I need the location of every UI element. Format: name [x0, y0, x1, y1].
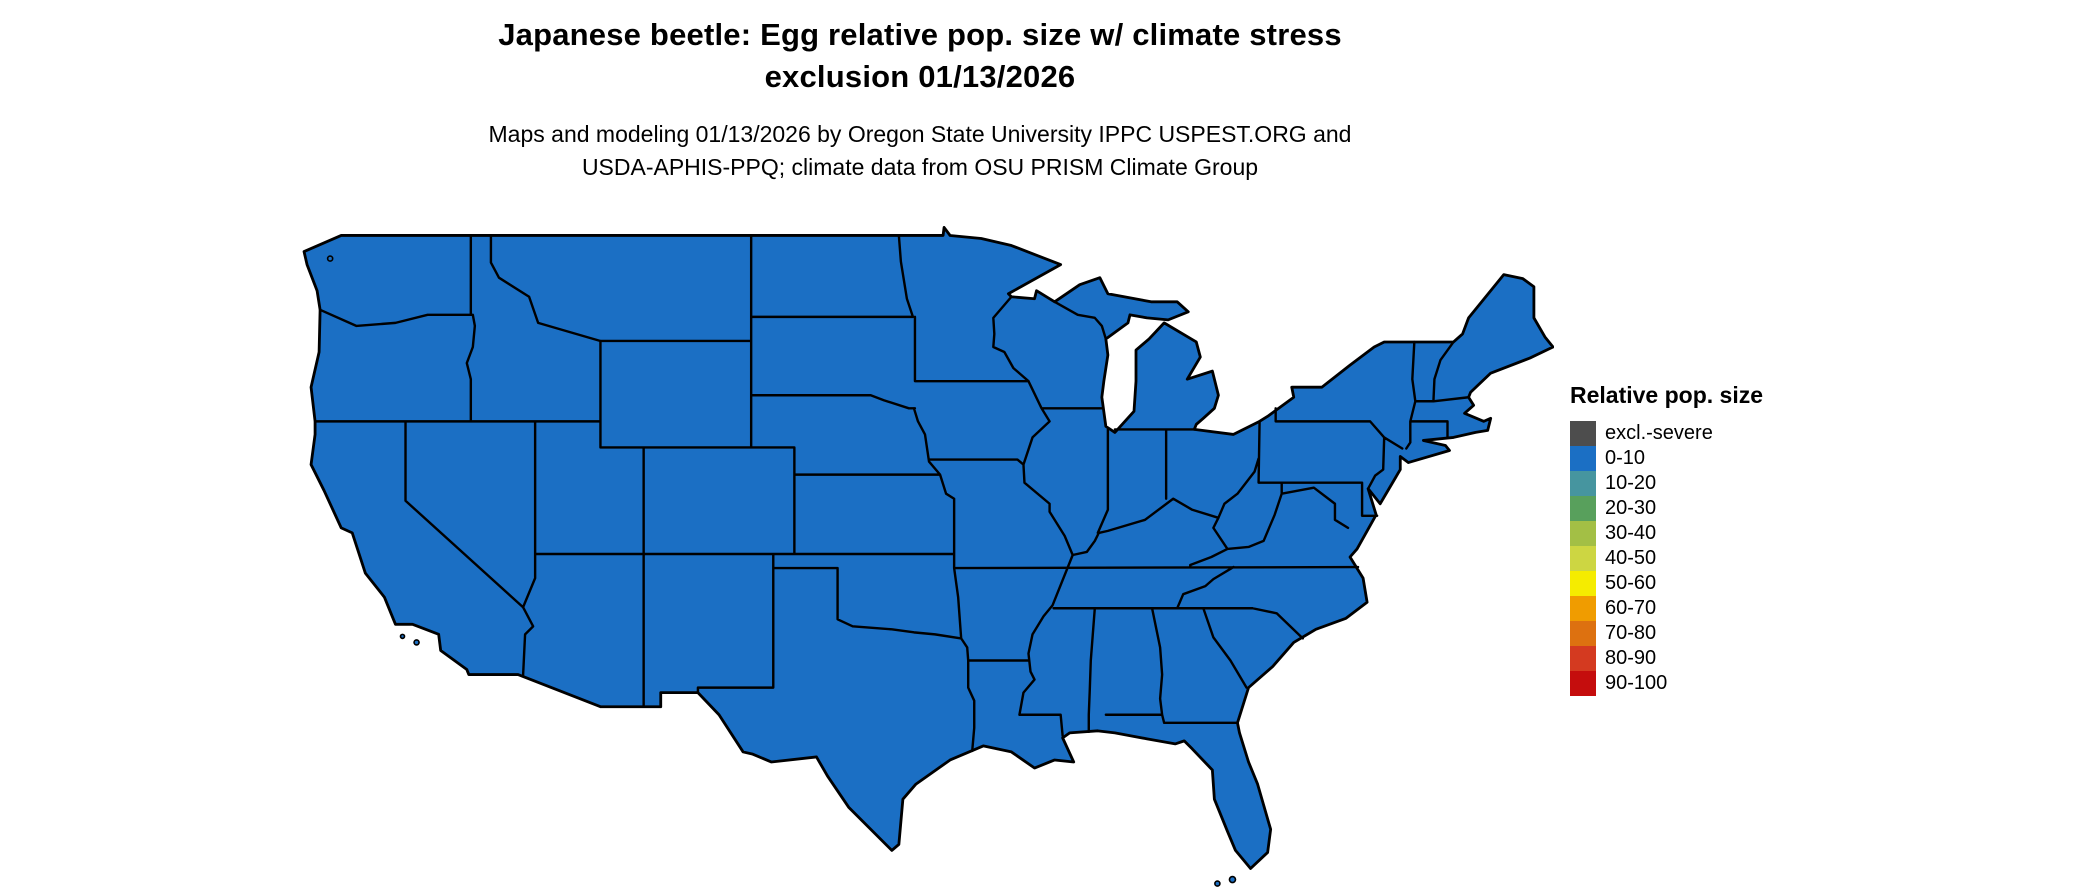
legend-label: 80-90: [1605, 647, 1657, 669]
title-line-2: exclusion 01/13/2026: [764, 59, 1076, 94]
legend-label: 0-10: [1605, 447, 1646, 469]
legend-item: 50-60: [1570, 571, 1830, 596]
legend-item: 70-80: [1570, 621, 1830, 646]
island-florida-keys-2: [1214, 880, 1221, 887]
subtitle-line-2: USDA-APHIS-PPQ; climate data from OSU PR…: [581, 154, 1259, 180]
legend-label: 20-30: [1605, 497, 1657, 519]
legend-label: 30-40: [1605, 522, 1657, 544]
legend-title: Relative pop. size: [1570, 382, 1764, 408]
legend-label: 40-50: [1605, 547, 1657, 569]
legend-swatch: [1570, 421, 1596, 446]
island-florida-keys-1: [1228, 875, 1237, 884]
legend-swatch: [1570, 471, 1596, 496]
legend-swatch: [1570, 596, 1596, 621]
legend-label: 10-20: [1605, 472, 1657, 494]
legend-swatch: [1570, 446, 1596, 471]
legend-item: 80-90: [1570, 646, 1830, 671]
subtitle-line-1: Maps and modeling 01/13/2026 by Oregon S…: [488, 121, 1352, 147]
island-channel-2: [399, 633, 406, 640]
map-title: Japanese beetle: Egg relative pop. size …: [0, 14, 1840, 98]
us-outline: [302, 226, 1554, 870]
legend-item: excl.-severe: [1570, 421, 1830, 446]
legend-label: 70-80: [1605, 622, 1657, 644]
legend-swatch: [1570, 571, 1596, 596]
legend-item: 10-20: [1570, 471, 1830, 496]
legend-swatch: [1570, 621, 1596, 646]
island-channel-1: [413, 639, 420, 646]
legend-rows: excl.-severe 0-10 10-20 20-30 30-40 40-50 50-6…: [1570, 421, 1830, 696]
legend-swatch: [1570, 671, 1596, 696]
legend-item: 40-50: [1570, 546, 1830, 571]
legend-swatch: [1570, 546, 1596, 571]
legend-label: 60-70: [1605, 597, 1657, 619]
legend-label: 90-100: [1605, 672, 1668, 694]
legend-item: 90-100: [1570, 671, 1830, 696]
title-line-1: Japanese beetle: Egg relative pop. size …: [498, 17, 1342, 52]
map-subtitle: Maps and modeling 01/13/2026 by Oregon S…: [0, 118, 1840, 184]
state-borders: [313, 234, 1470, 753]
legend: Relative pop. size excl.-severe 0-10 10-20…: [1570, 382, 1830, 696]
legend-swatch: [1570, 496, 1596, 521]
legend-label: 50-60: [1605, 572, 1657, 594]
legend-item: 20-30: [1570, 496, 1830, 521]
us-map: [298, 224, 1554, 888]
legend-item: 0-10: [1570, 446, 1830, 471]
legend-item: 30-40: [1570, 521, 1830, 546]
legend-item: 60-70: [1570, 596, 1830, 621]
legend-label: excl.-severe: [1605, 422, 1713, 444]
legend-swatch: [1570, 521, 1596, 546]
legend-swatch: [1570, 646, 1596, 671]
us-map-svg: [302, 226, 1554, 887]
island-puget: [326, 255, 334, 262]
